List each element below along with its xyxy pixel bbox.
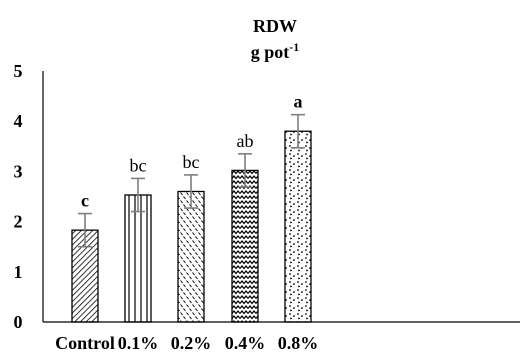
y-tick-label: 2 [14, 212, 23, 232]
significance-label: ab [237, 131, 254, 151]
bar [284, 130, 312, 323]
chart-subtitle-base: g pot [251, 42, 290, 62]
chart-subtitle-sup: -1 [289, 40, 299, 54]
error-bar [78, 212, 92, 248]
category-label: 0.4% [225, 333, 266, 353]
bar [177, 190, 205, 323]
category-label: 0.2% [171, 333, 212, 353]
significance-label: bc [130, 155, 147, 175]
y-tick-label: 1 [14, 262, 23, 282]
y-tick-label: 4 [14, 111, 23, 131]
significance-label: c [81, 191, 89, 211]
y-tick-label: 0 [14, 312, 23, 332]
significance-label: bc [183, 152, 200, 172]
significance-label: a [294, 92, 303, 112]
error-bar [184, 174, 198, 209]
bar [124, 194, 152, 323]
error-bars [78, 113, 305, 248]
chart-title: RDW [253, 16, 297, 36]
category-label: 0.1% [118, 333, 159, 353]
error-bar [291, 113, 305, 149]
significance-labels: c bc bc ab a [81, 92, 303, 211]
category-labels: Control 0.1% 0.2% 0.4% 0.8% [55, 333, 318, 353]
y-axis-ticks: 0 1 2 3 4 5 [14, 61, 23, 332]
category-label: Control [55, 333, 115, 353]
y-tick-label: 3 [14, 161, 23, 181]
y-tick-label: 5 [14, 61, 23, 81]
error-bar [238, 153, 252, 188]
category-label: 0.8% [278, 333, 319, 353]
error-bar [131, 177, 145, 213]
bar [231, 169, 259, 323]
chart-subtitle: g pot-1 [251, 40, 300, 62]
